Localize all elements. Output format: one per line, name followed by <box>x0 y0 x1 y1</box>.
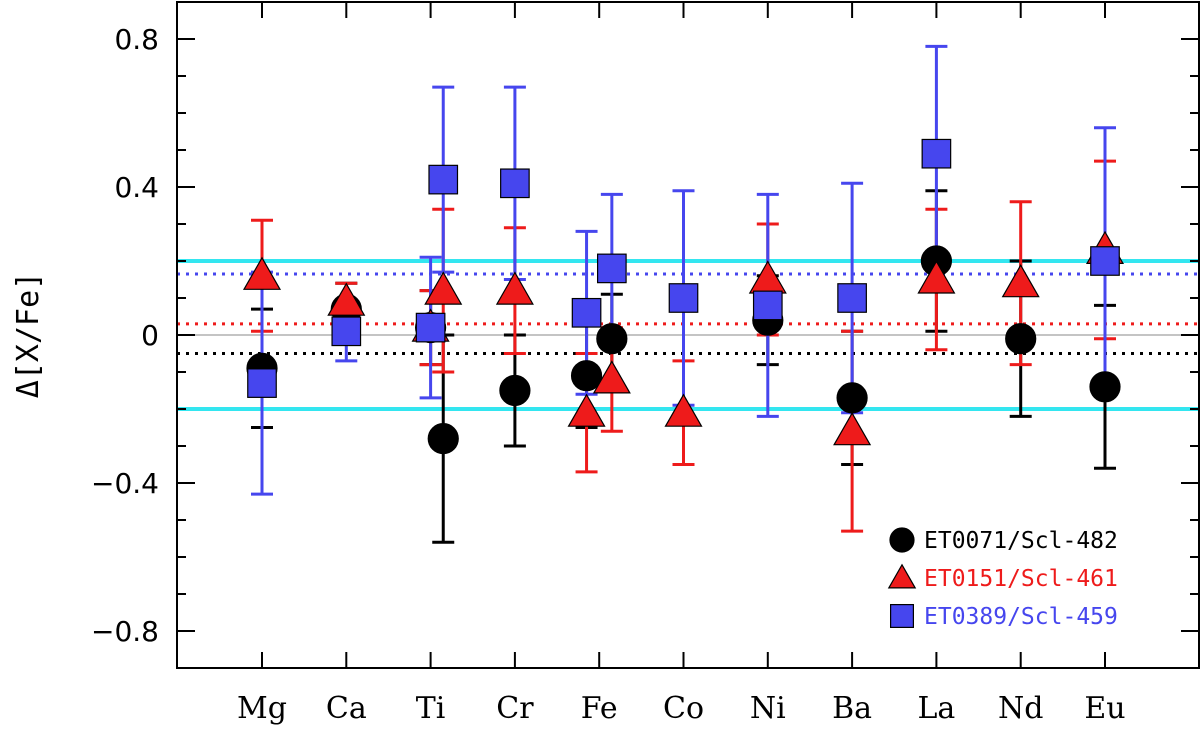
data-markers <box>242 138 1125 455</box>
data-point-triangle-ti <box>424 271 463 305</box>
legend: ET0071/Scl-482 ET0151/Scl-461 ET0389/Scl-4… <box>887 527 1118 630</box>
data-point-square-ni <box>752 290 783 321</box>
data-point-square-mg <box>247 368 277 398</box>
y-tick-label: −0.4 <box>91 467 159 500</box>
data-point-circle-ti <box>427 423 459 455</box>
y-tick-label: 0 <box>141 319 159 352</box>
x-tick-label-ti: Ti <box>416 691 446 726</box>
data-point-square-fe <box>596 253 627 284</box>
y-tick-label: −0.8 <box>91 615 159 648</box>
data-point-square-ca <box>331 316 362 347</box>
data-point-circle-cr <box>499 374 531 407</box>
data-point-square-fe <box>571 297 602 328</box>
y-axis-label: Δ[X/Fe] <box>11 272 46 398</box>
data-point-triangle-cr <box>495 271 534 305</box>
x-tick-label-ni: Ni <box>750 691 786 726</box>
data-point-square-ba <box>837 283 867 313</box>
data-point-triangle-ba <box>833 411 872 446</box>
data-point-circle-fe <box>596 323 628 355</box>
data-point-square-ti <box>415 312 446 343</box>
data-point-square-la <box>921 138 952 169</box>
data-point-triangle-ni <box>748 260 787 294</box>
x-tick-label-ba: Ba <box>832 691 872 726</box>
legend-label: ET0071/Scl-482 <box>924 528 1118 554</box>
x-tick-label-fe: Fe <box>581 691 618 726</box>
y-tick-label: 0.4 <box>114 171 159 204</box>
legend-marker-triangle <box>887 563 917 589</box>
data-point-square-ti <box>428 164 459 195</box>
data-point-triangle-ca <box>327 282 366 316</box>
x-tick-label-cr: Cr <box>496 691 534 726</box>
data-point-triangle-fe <box>592 360 631 394</box>
x-tick-label-ca: Ca <box>326 691 367 726</box>
y-axis-ticks: −0.8 −0.4 0 0.4 0.8 <box>91 1 1199 669</box>
legend-label: ET0389/Scl-459 <box>924 604 1118 630</box>
data-point-triangle-fe <box>567 393 606 427</box>
x-tick-label-la: La <box>917 691 955 726</box>
legend-marker-square <box>889 603 914 628</box>
data-point-square-eu <box>1090 246 1120 276</box>
data-point-triangle-co <box>664 393 703 427</box>
data-point-triangle-mg <box>242 256 282 290</box>
data-point-circle-fe <box>570 360 603 392</box>
x-tick-label-co: Co <box>663 691 704 726</box>
x-axis-ticks: Mg Ca Ti Cr Fe Co Ni Ba La Nd Eu <box>237 2 1126 726</box>
x-tick-label-nd: Nd <box>998 691 1043 726</box>
data-point-square-co <box>668 283 699 313</box>
data-point-circle-ba <box>836 382 868 414</box>
x-tick-label-eu: Eu <box>1084 691 1125 726</box>
data-point-triangle-la <box>917 260 956 294</box>
data-point-triangle-nd <box>1001 263 1040 298</box>
data-point-circle-nd <box>1005 323 1037 355</box>
legend-marker-circle <box>889 527 915 553</box>
legend-label: ET0151/Scl-461 <box>924 566 1118 592</box>
y-tick-label: 0.8 <box>114 23 159 56</box>
data-point-square-cr <box>500 168 530 199</box>
data-point-circle-eu <box>1089 371 1121 403</box>
x-tick-label-mg: Mg <box>237 691 287 726</box>
